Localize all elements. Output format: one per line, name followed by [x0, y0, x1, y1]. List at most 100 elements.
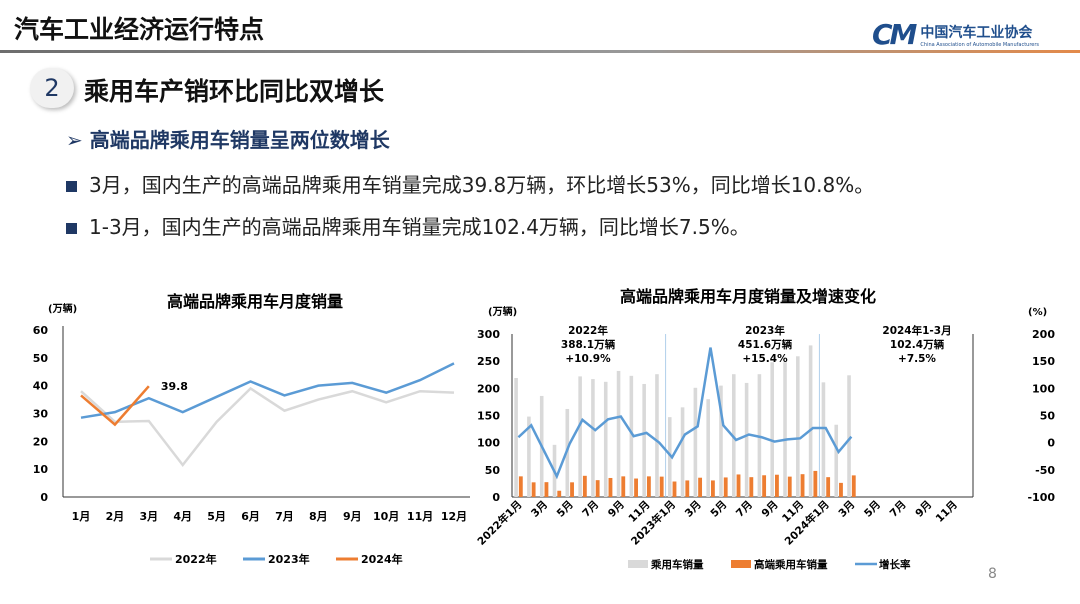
bar-premium-sales — [762, 475, 767, 497]
bar-passenger-sales — [527, 416, 531, 497]
x-tick-label: 5月 — [862, 499, 883, 520]
y-tick-label-right: 200 — [1032, 328, 1055, 341]
bar-passenger-sales — [642, 383, 646, 497]
slide-title: 汽车工业经济运行特点 — [14, 15, 265, 44]
y-tick-label-left: 250 — [477, 355, 500, 368]
x-tick-label: 1月 — [72, 510, 91, 523]
bar-premium-sales — [685, 480, 690, 497]
x-tick-label: 7月 — [734, 499, 755, 520]
y-tick-label-left: 300 — [477, 328, 500, 341]
data-label: 39.8 — [161, 380, 188, 393]
year-summary-annotation: +7.5% — [898, 353, 936, 365]
x-tick-label: 11月 — [934, 499, 960, 525]
legend-label: 增长率 — [879, 558, 911, 571]
bar-premium-sales — [646, 476, 651, 497]
series-line-2022年 — [80, 386, 455, 468]
bar-passenger-sales — [770, 362, 775, 497]
x-tick-label: 9月 — [913, 499, 934, 520]
x-tick-label: 4月 — [173, 510, 192, 523]
bar-premium-sales — [839, 482, 843, 497]
y-tick-label-right: -50 — [1035, 464, 1055, 477]
arrow-bullet-icon: ➢ — [66, 128, 90, 152]
bar-passenger-sales — [591, 379, 595, 497]
bar-passenger-sales — [783, 362, 787, 497]
series-line-2023年 — [80, 362, 455, 419]
bar-premium-sales — [826, 477, 831, 497]
bar-passenger-sales — [578, 376, 582, 497]
bar-passenger-sales — [603, 381, 608, 497]
bar-premium-sales — [621, 476, 626, 497]
y-tick-label-left: 200 — [477, 382, 500, 395]
x-tick-label: 10月 — [373, 510, 399, 523]
x-tick-label: 9月 — [343, 510, 362, 523]
bar-passenger-sales — [667, 417, 672, 497]
bullet-item: 3月，国内生产的高端品牌乘用车销量完成39.8万辆，环比增长53%，同比增长10… — [66, 169, 874, 198]
x-tick-label: 5月 — [207, 510, 226, 523]
year-summary-annotation: 451.6万辆 — [738, 338, 793, 351]
bar-premium-sales — [672, 481, 677, 497]
series-line-2024年 — [80, 385, 150, 427]
x-tick-label: 9月 — [606, 499, 627, 520]
bar-passenger-sales — [680, 407, 685, 497]
chart1-title: 高端品牌乘用车月度销量 — [167, 292, 343, 311]
chart2-title: 高端品牌乘用车月度销量及增速变化 — [620, 287, 876, 306]
y-tick-label: 30 — [33, 408, 49, 421]
bar-premium-sales — [775, 474, 779, 497]
bar-passenger-sales — [693, 387, 698, 497]
x-tick-label: 3月 — [683, 499, 704, 520]
bar-premium-sales — [736, 474, 741, 497]
legend-label: 2022年 — [175, 552, 217, 566]
section-heading: 乘用车产销环比同比双增长 — [84, 77, 385, 106]
bar-passenger-sales — [706, 399, 710, 497]
page-number: 8 — [988, 566, 997, 582]
x-tick-label: 12月 — [441, 510, 467, 523]
x-tick-label: 3月 — [529, 499, 550, 520]
bar-premium-sales — [595, 480, 600, 497]
x-tick-label: 5月 — [708, 499, 729, 520]
legend-label: 2024年 — [361, 552, 403, 566]
bar-passenger-sales — [834, 424, 839, 497]
bar-premium-sales — [557, 490, 562, 497]
bar-passenger-sales — [821, 382, 826, 497]
x-tick-label: 5月 — [555, 499, 576, 520]
bar-premium-sales — [723, 477, 728, 497]
y-tick-label: 10 — [33, 463, 49, 476]
chart2-ylabel-left: (万辆) — [488, 305, 517, 318]
legend-label: 2023年 — [268, 552, 310, 566]
x-tick-label: 3月 — [836, 499, 857, 520]
y-tick-label-right: 150 — [1032, 355, 1055, 368]
subheading: ➢ 高端品牌乘用车销量呈两位数增长 — [66, 124, 390, 153]
bar-premium-sales — [698, 477, 703, 497]
legend-swatch — [628, 560, 648, 568]
bar-passenger-sales — [796, 356, 800, 497]
bullet-item: 1-3月，国内生产的高端品牌乘用车销量完成102.4万辆，同比增长7.5%。 — [66, 211, 750, 240]
y-tick-label: 0 — [40, 491, 48, 504]
x-tick-label: 9月 — [760, 499, 781, 520]
year-summary-annotation: +15.4% — [742, 353, 788, 365]
y-tick-label: 60 — [33, 324, 49, 337]
x-tick-label: 2月 — [106, 510, 125, 523]
bar-premium-sales — [749, 477, 754, 497]
x-tick-label: 7月 — [888, 499, 909, 520]
growth-rate-line — [517, 347, 853, 480]
y-tick-label-right: 0 — [1047, 437, 1055, 450]
caam-logo-mark-icon: CM — [872, 18, 917, 51]
bar-premium-sales — [787, 476, 792, 497]
y-tick-label: 20 — [33, 435, 49, 448]
y-tick-label-right: -100 — [1027, 491, 1055, 504]
year-summary-annotation: 388.1万辆 — [561, 338, 616, 351]
y-tick-label: 40 — [33, 380, 49, 393]
square-bullet-icon — [66, 181, 77, 192]
y-tick-label: 50 — [33, 352, 49, 365]
x-tick-label: 3月 — [139, 510, 158, 523]
legend-label: 乘用车销量 — [650, 558, 704, 571]
bar-passenger-sales — [655, 374, 659, 497]
chart1-ylabel: (万辆) — [48, 302, 77, 315]
x-tick-label: 8月 — [309, 510, 328, 523]
bar-passenger-sales — [616, 370, 621, 497]
bar-passenger-sales — [847, 375, 851, 497]
bar-passenger-sales — [719, 385, 723, 497]
legend-swatch — [731, 560, 751, 568]
